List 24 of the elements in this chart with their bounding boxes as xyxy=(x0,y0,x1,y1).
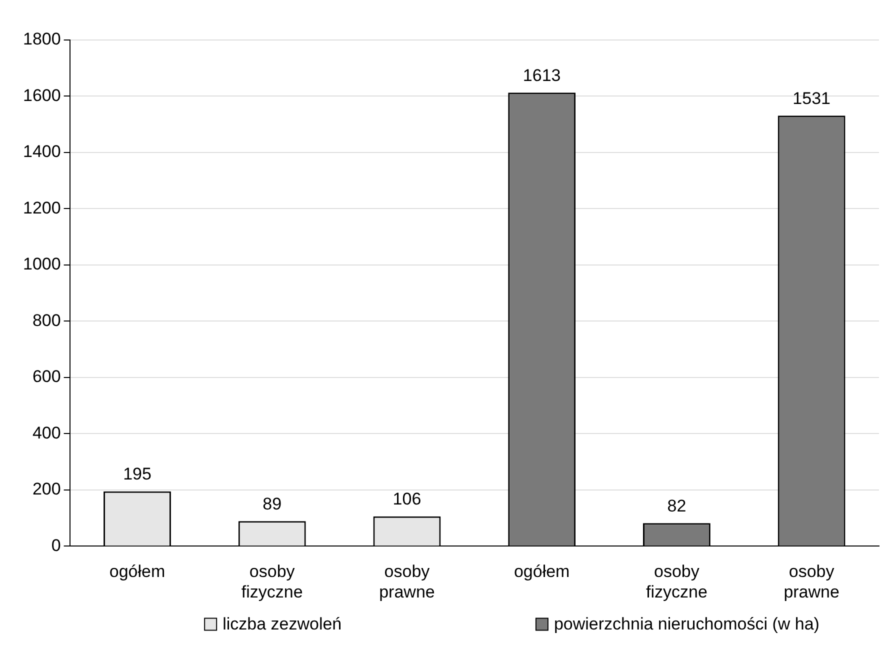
x-tick-label: osoby prawne xyxy=(379,562,435,602)
x-tick-label: osoby fizyczne xyxy=(241,562,303,602)
y-tick-label: 800 xyxy=(32,310,61,330)
y-tick-label: 1200 xyxy=(22,198,61,218)
data-label: 195 xyxy=(123,464,152,484)
x-tick-label: osoby fizyczne xyxy=(646,562,708,602)
x-tick-label: osoby prawne xyxy=(784,562,840,602)
y-tick-label: 600 xyxy=(32,367,61,386)
legend-label: liczba zezwoleń xyxy=(222,614,342,634)
x-tick-label: ogółem xyxy=(514,562,570,582)
data-label: 1613 xyxy=(522,66,561,85)
y-tick-label: 200 xyxy=(32,480,61,499)
y-tick-label: 400 xyxy=(32,423,61,442)
y-tick-label: 1400 xyxy=(22,142,61,162)
data-label: 106 xyxy=(392,490,422,509)
data-label: 89 xyxy=(262,494,282,514)
y-tick-label: 1000 xyxy=(22,254,61,274)
legend-label: powierzchnia nieruchomości (w ha) xyxy=(554,614,820,634)
x-tick-label: ogółem xyxy=(109,562,166,582)
data-label: 1531 xyxy=(792,88,830,108)
data-label: 82 xyxy=(667,496,686,516)
y-tick-label: 0 xyxy=(51,536,61,555)
y-tick-label: 1600 xyxy=(22,86,61,105)
y-tick-label: 1800 xyxy=(22,30,61,49)
